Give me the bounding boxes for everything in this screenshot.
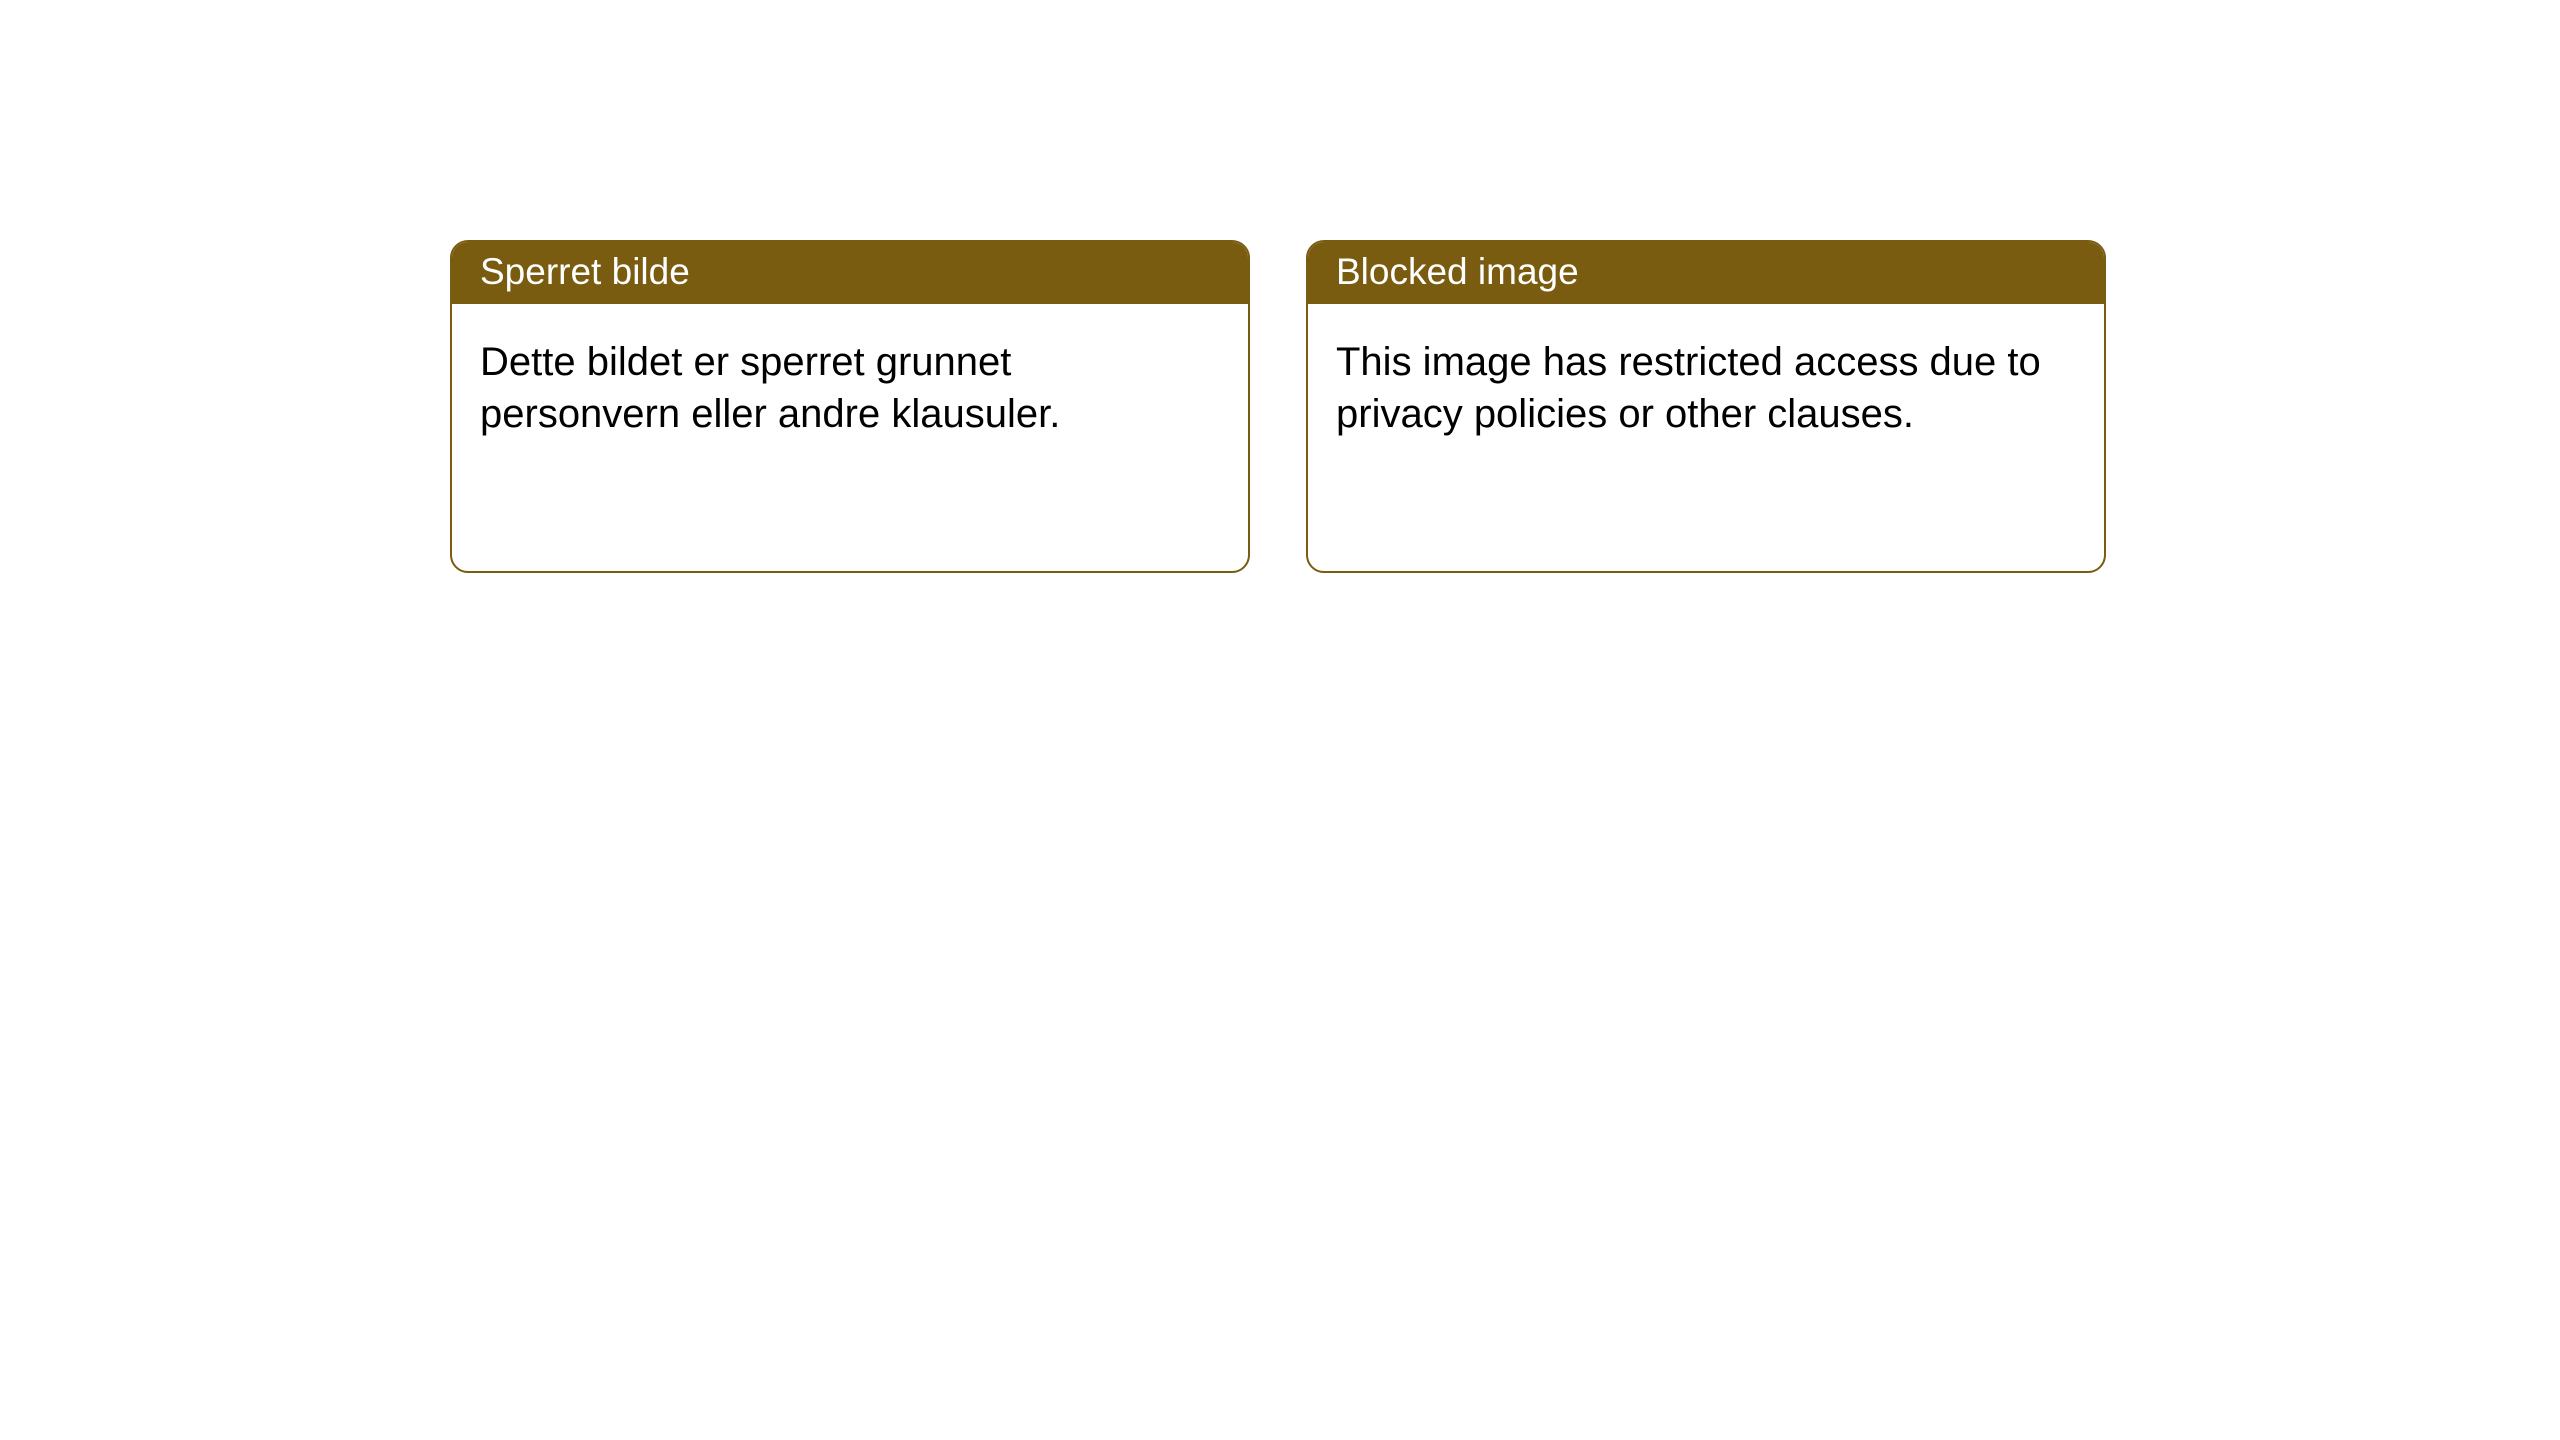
notice-header-en: Blocked image [1308, 242, 2104, 304]
notice-cards-container: Sperret bilde Dette bildet er sperret gr… [450, 240, 2106, 573]
notice-header-no: Sperret bilde [452, 242, 1248, 304]
notice-body-en: This image has restricted access due to … [1308, 304, 2104, 472]
notice-card-no: Sperret bilde Dette bildet er sperret gr… [450, 240, 1250, 573]
notice-card-en: Blocked image This image has restricted … [1306, 240, 2106, 573]
notice-body-no: Dette bildet er sperret grunnet personve… [452, 304, 1248, 472]
